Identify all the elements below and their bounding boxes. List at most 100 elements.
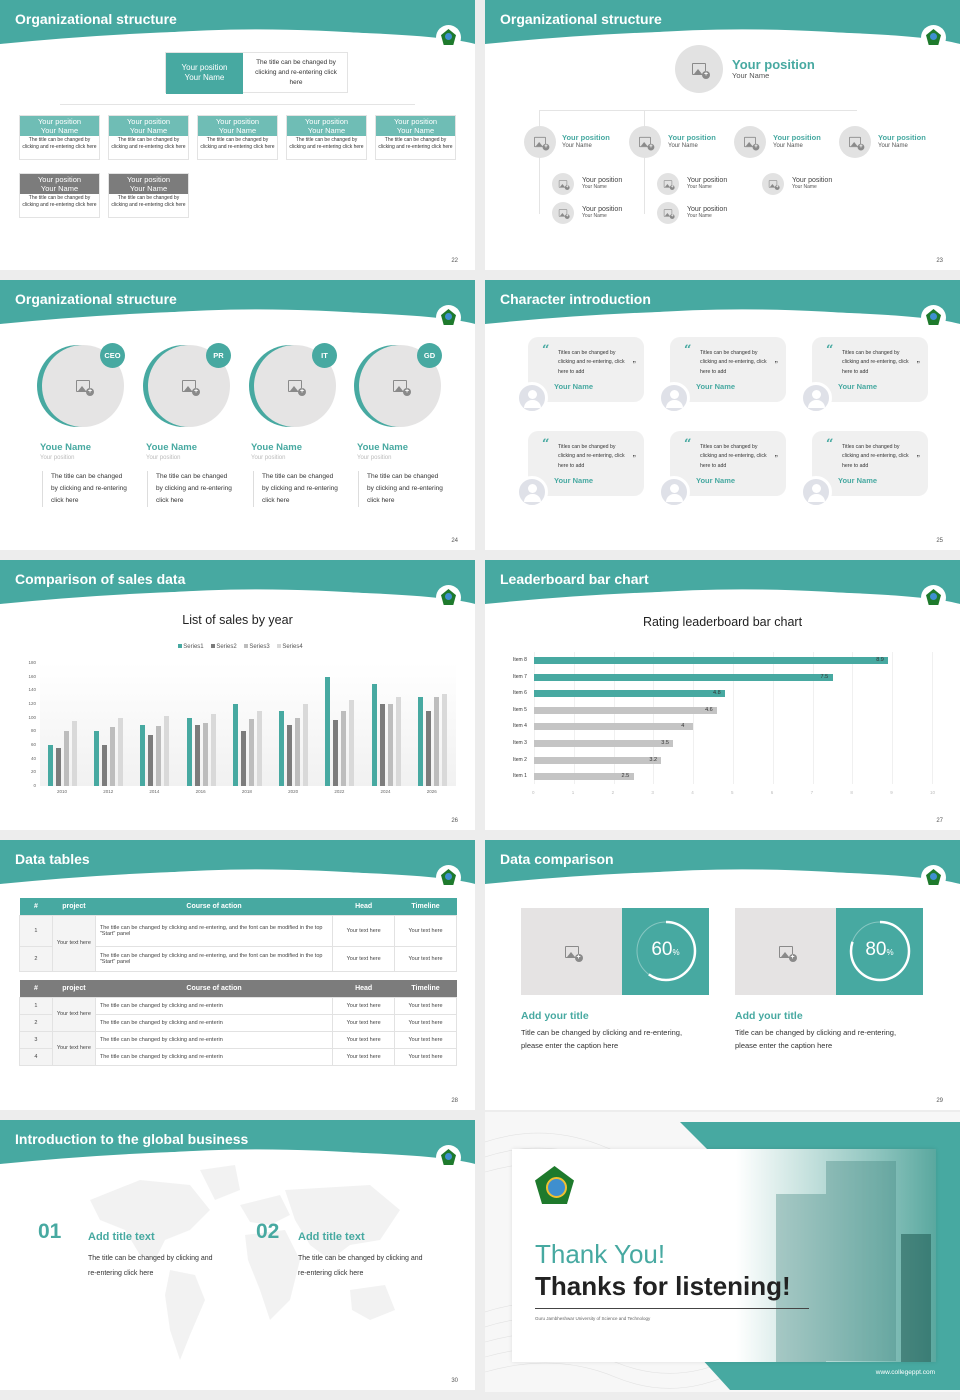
- avatar-icon[interactable]: [516, 382, 548, 414]
- bar-series2-2024: [379, 704, 385, 786]
- column-header: #: [19, 898, 53, 915]
- row-number: 4: [19, 1047, 53, 1066]
- position-label: Your position: [393, 117, 438, 126]
- member-photo[interactable]: CEO: [37, 343, 125, 430]
- slide-22-org-chart[interactable]: Organizational structure Your position Yo…: [0, 0, 475, 270]
- head-cell: Your text here: [332, 1030, 396, 1049]
- slide-header: Comparison of sales data: [0, 560, 475, 604]
- member-description: The title can be changed by clicking and…: [42, 471, 130, 507]
- name-label: Your Name: [878, 142, 908, 149]
- member-photo[interactable]: GD: [354, 343, 442, 430]
- close-quote-icon: ”: [632, 361, 637, 368]
- bar-series3-2018: [248, 719, 254, 786]
- quote-text: Titles can be changed by clicking and re…: [558, 444, 625, 469]
- position-label: Your position: [126, 175, 171, 184]
- connector-line: [539, 110, 540, 214]
- action-cell: The title can be changed by clicking and…: [94, 996, 334, 1015]
- bar-series1-2014: [140, 724, 146, 786]
- photo-placeholder[interactable]: [675, 45, 723, 93]
- node-description: The title can be changed by clicking and…: [22, 195, 97, 209]
- name-label: Your Name: [184, 73, 225, 82]
- member-name: Youe Name: [357, 442, 409, 453]
- x-tick-label: 8: [850, 790, 853, 795]
- photo-placeholder[interactable]: [657, 173, 679, 195]
- avatar-icon[interactable]: [658, 476, 690, 508]
- node-description: The title can be changed by clicking and…: [378, 137, 453, 151]
- x-tick-label: 2018: [241, 789, 252, 794]
- avatar-icon[interactable]: [658, 382, 690, 414]
- connector-line: [644, 110, 645, 214]
- role-badge: CEO: [100, 343, 125, 368]
- slide-title: Organizational structure: [500, 11, 662, 27]
- bar-series3-2014: [156, 725, 162, 786]
- slide-thank-you[interactable]: Thank You! Thanks for listening! Guru Ja…: [485, 1112, 960, 1392]
- image-add-icon: [534, 136, 550, 151]
- slide-25-character-intro[interactable]: Character introduction “ Titles can be ch…: [485, 280, 960, 550]
- open-quote-icon: “: [826, 437, 834, 452]
- y-tick-label: 140: [28, 687, 36, 693]
- bar-series2-2018: [240, 731, 246, 786]
- website-link[interactable]: www.collegeppt.com: [875, 1369, 935, 1376]
- avatar-icon[interactable]: [516, 476, 548, 508]
- chart-legend: Series1 Series2 Series3 Series4: [0, 644, 475, 650]
- slide-24-team[interactable]: Organizational structure CEO PR IT GD Yo…: [0, 280, 475, 550]
- bar-series4-2026: [441, 693, 447, 786]
- avatar-icon[interactable]: [800, 476, 832, 508]
- slide-23-org-chart[interactable]: Organizational structure Your positionYo…: [485, 0, 960, 270]
- slide-28-data-tables[interactable]: Data tables # project Course of action Head…: [0, 840, 475, 1110]
- column-header: project: [52, 898, 96, 915]
- photo-placeholder[interactable]: [552, 202, 574, 224]
- member-position: Your position: [40, 455, 75, 461]
- photo-placeholder[interactable]: [734, 126, 766, 158]
- photo-placeholder[interactable]: [839, 126, 871, 158]
- name-label: Your Name: [129, 125, 168, 135]
- bar-item-6: [534, 690, 726, 698]
- slide-header: Data comparison: [485, 840, 960, 884]
- slide-26-sales-chart[interactable]: Comparison of sales data List of sales b…: [0, 560, 475, 830]
- photo-placeholder[interactable]: [552, 173, 574, 195]
- bar-value-label: 4: [681, 723, 685, 730]
- university-logo: [921, 865, 946, 890]
- table-header-row: # project Course of action Head Timeline: [19, 898, 457, 915]
- bar-series4-2010: [72, 721, 77, 786]
- photo-placeholder[interactable]: [762, 173, 784, 195]
- thank-you-card: Thank You! Thanks for listening! Guru Ja…: [512, 1149, 936, 1362]
- member-description: The title can be changed by clicking and…: [358, 471, 446, 507]
- slide-title: Organizational structure: [15, 11, 177, 27]
- row-number: 2: [19, 1013, 53, 1032]
- page-number: 26: [451, 818, 458, 824]
- member-name: Youe Name: [251, 442, 303, 453]
- image-add-icon: [288, 380, 306, 396]
- image-add-icon: [558, 209, 570, 220]
- table-row: 4 The title can be changed by clicking an…: [19, 1047, 457, 1066]
- photo-placeholder[interactable]: [657, 202, 679, 224]
- x-tick-label: 10: [930, 790, 936, 795]
- photo-placeholder[interactable]: [735, 908, 836, 995]
- quote-author: Your Name: [554, 382, 594, 391]
- category-label: Item 2: [513, 756, 527, 763]
- open-quote-icon: “: [542, 343, 550, 358]
- bar-series1-2010: [48, 745, 53, 786]
- item-title: Add your title: [735, 1010, 803, 1022]
- y-tick-label: 40: [30, 755, 36, 761]
- bar-series1-2024: [371, 683, 377, 786]
- category-label: Item 6: [513, 690, 527, 697]
- progress-value: 80: [865, 939, 887, 960]
- member-photo[interactable]: IT: [249, 343, 337, 430]
- photo-placeholder[interactable]: [521, 908, 622, 995]
- image-add-icon: [393, 380, 411, 396]
- name-label: Your Name: [562, 142, 592, 149]
- photo-placeholder[interactable]: [629, 126, 661, 158]
- slide-29-data-comparison[interactable]: Data comparison 60% 80% Add your title T…: [485, 840, 960, 1110]
- x-tick-label: 2026: [426, 789, 437, 794]
- member-photo[interactable]: PR: [143, 343, 231, 430]
- node-description: The title can be changed by clicking and…: [111, 195, 186, 209]
- grid-line: [812, 652, 814, 784]
- member-position: Your position: [357, 455, 392, 461]
- name-label: Your Name: [40, 183, 79, 193]
- photo-placeholder[interactable]: [524, 126, 556, 158]
- slide-30-global-business[interactable]: Introduction to the global business 01 A…: [0, 1120, 475, 1390]
- head-cell: Your text here: [332, 1047, 396, 1066]
- slide-27-leaderboard-chart[interactable]: Leaderboard bar chart Rating leaderboard…: [485, 560, 960, 830]
- avatar-icon[interactable]: [800, 382, 832, 414]
